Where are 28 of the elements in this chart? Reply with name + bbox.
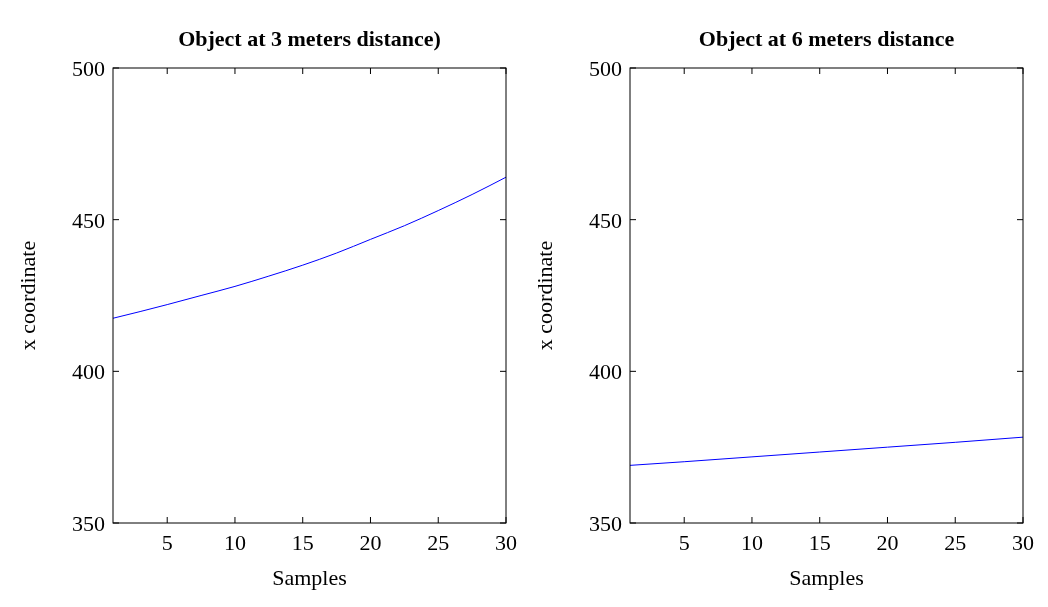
line-series	[629, 436, 1024, 466]
chart-title: Object at 3 meters distance)	[178, 26, 441, 51]
y-tick-label: 500	[589, 56, 622, 81]
y-tick-label: 400	[589, 359, 622, 385]
y-axis-title: x coordinate	[15, 240, 40, 351]
x-tick-label: 30	[495, 530, 517, 555]
y-tick-label: 500	[72, 56, 105, 81]
x-tick-label: 15	[808, 530, 831, 555]
x-tick-label: 25	[427, 530, 450, 555]
x-tick-label: 5	[161, 530, 173, 555]
y-tick-label: 400	[72, 359, 105, 385]
x-tick-label: 15	[291, 530, 314, 555]
x-tick-label: 10	[740, 530, 763, 555]
x-tick-label: 5	[678, 530, 690, 555]
y-tick-label: 350	[72, 511, 105, 536]
x-axis-title: Samples	[789, 565, 864, 590]
x-axis-title: Samples	[272, 565, 347, 590]
line-series	[112, 176, 507, 319]
x-tick-label: 25	[944, 530, 967, 555]
y-axis-title: x coordinate	[532, 240, 557, 351]
chart-title: Object at 6 meters distance	[698, 26, 955, 51]
y-tick-label: 450	[72, 207, 105, 233]
x-tick-label: 10	[223, 530, 246, 555]
x-tick-label: 30	[1012, 530, 1034, 555]
y-tick-label: 450	[589, 207, 622, 233]
x-tick-label: 20	[359, 530, 382, 555]
y-tick-label: 350	[589, 511, 622, 536]
x-tick-label: 20	[876, 530, 899, 555]
